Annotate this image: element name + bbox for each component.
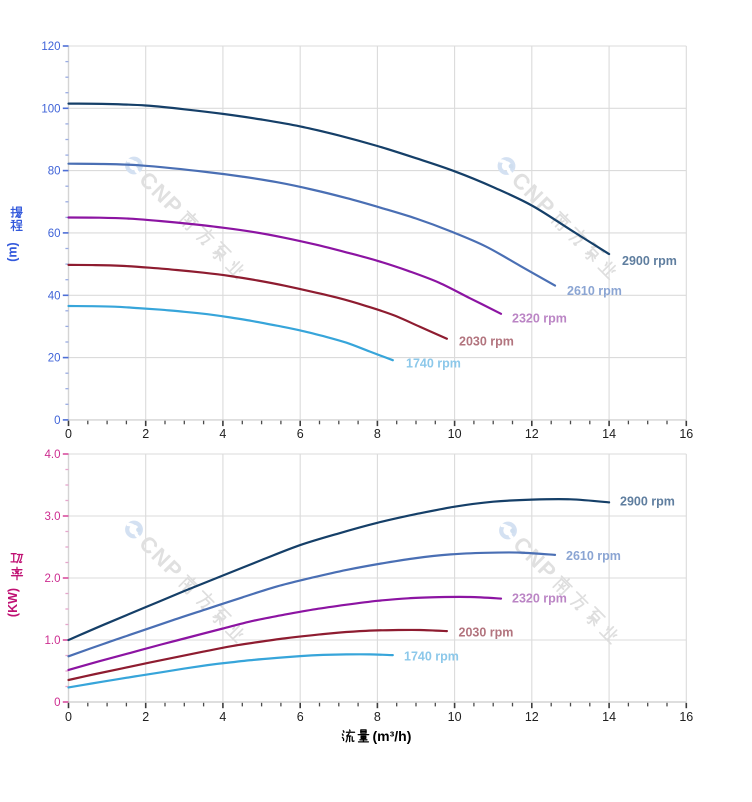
svg-text:80: 80 — [48, 166, 61, 178]
svg-text:2030 rpm: 2030 rpm — [459, 625, 514, 639]
svg-text:8: 8 — [374, 710, 381, 724]
svg-text:(m³/h): (m³/h) — [373, 728, 412, 744]
svg-text:0: 0 — [54, 697, 60, 709]
svg-text:0: 0 — [65, 427, 72, 441]
svg-text:10: 10 — [448, 427, 462, 441]
svg-text:8: 8 — [374, 427, 381, 441]
svg-text:14: 14 — [602, 710, 616, 724]
svg-text:2900 rpm: 2900 rpm — [622, 254, 677, 268]
svg-text:16: 16 — [679, 427, 693, 441]
svg-text:14: 14 — [602, 427, 616, 441]
svg-text:2320 rpm: 2320 rpm — [512, 311, 567, 325]
svg-text:6: 6 — [297, 710, 304, 724]
svg-text:2: 2 — [142, 427, 149, 441]
svg-text:12: 12 — [525, 710, 539, 724]
svg-text:120: 120 — [41, 41, 60, 53]
svg-text:20: 20 — [48, 353, 61, 365]
svg-text:12: 12 — [525, 427, 539, 441]
svg-text:2610 rpm: 2610 rpm — [566, 549, 621, 563]
svg-text:2610 rpm: 2610 rpm — [567, 284, 622, 298]
svg-text:1740 rpm: 1740 rpm — [404, 649, 459, 663]
svg-text:(m): (m) — [6, 242, 20, 261]
svg-text:10: 10 — [448, 710, 462, 724]
svg-text:2030 rpm: 2030 rpm — [459, 334, 514, 348]
svg-text:(KW): (KW) — [6, 588, 20, 617]
svg-text:1.0: 1.0 — [45, 635, 61, 647]
svg-text:4: 4 — [219, 427, 226, 441]
svg-text:40: 40 — [48, 290, 61, 302]
svg-text:0: 0 — [65, 710, 72, 724]
svg-text:0: 0 — [54, 415, 60, 427]
svg-text:2320 rpm: 2320 rpm — [512, 591, 567, 605]
svg-text:2900 rpm: 2900 rpm — [620, 494, 675, 508]
svg-text:4: 4 — [219, 710, 226, 724]
svg-text:3.0: 3.0 — [45, 511, 61, 523]
svg-text:1740 rpm: 1740 rpm — [406, 356, 461, 370]
svg-text:100: 100 — [41, 103, 60, 115]
svg-text:2.0: 2.0 — [45, 573, 61, 585]
svg-text:6: 6 — [297, 427, 304, 441]
svg-text:60: 60 — [48, 228, 61, 240]
svg-text:16: 16 — [679, 710, 693, 724]
svg-text:2: 2 — [142, 710, 149, 724]
svg-text:4.0: 4.0 — [45, 449, 61, 461]
